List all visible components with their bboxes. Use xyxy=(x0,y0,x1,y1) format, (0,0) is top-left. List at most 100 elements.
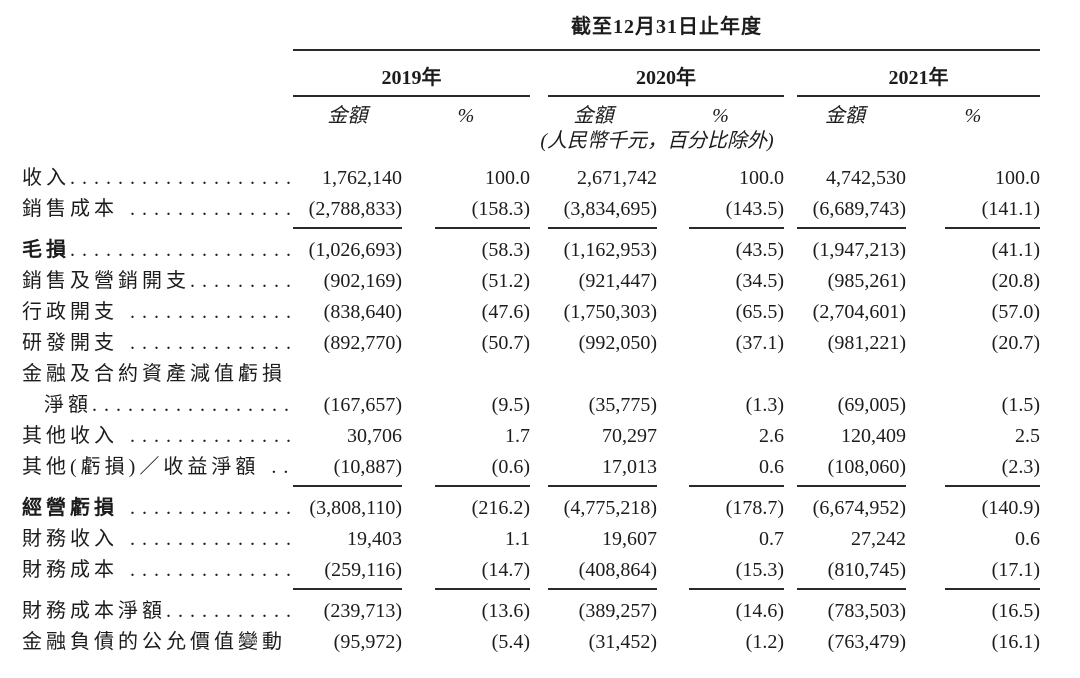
row-label-text: 研發開支 xyxy=(22,332,118,354)
table-row: 其他收入 ............... 30,706 1.7 70,297 2.6 12… xyxy=(22,421,1080,452)
amount-2020-cell xyxy=(530,359,657,390)
amount-2021-cell: (2,704,601) xyxy=(812,301,906,323)
amount-2019-cell: 30,706 xyxy=(347,425,402,447)
pct-2020-cell: 2.6 xyxy=(759,425,784,447)
leader-dots: .. xyxy=(259,456,293,478)
table-row: 研發開支 ............... (892,770) (50.7) (992,… xyxy=(22,328,1080,359)
amount-2021-cell: 27,242 xyxy=(851,528,906,550)
row-label-text: 經營虧損 xyxy=(22,497,118,519)
amount-2020-cell: (3,834,695) xyxy=(530,194,657,235)
amount-2021-cell: (69,005) xyxy=(837,394,906,416)
amount-2020-cell: (389,257) xyxy=(578,600,657,622)
pct-2021-cell: (141.1) xyxy=(906,194,1040,235)
pct-2020-cell: (14.6) xyxy=(735,600,784,622)
pct-2021-cell: (41.1) xyxy=(991,239,1040,261)
pct-2021-cell: (20.8) xyxy=(991,270,1040,292)
amount-2021-cell: (981,221) xyxy=(827,332,906,354)
pct-2019-cell: (14.7) xyxy=(402,555,530,596)
amount-2019-cell: 19,403 xyxy=(347,528,402,550)
income-statement-table: 截至12月31日止年度 2019年 2020年 2021年 金額 % 金額 % … xyxy=(22,16,1080,658)
leader-dots: ............... xyxy=(118,332,293,354)
leader-dots: ................... xyxy=(70,167,293,189)
pct-2019-cell: (0.6) xyxy=(402,452,530,493)
table-body: 收入................... 1,762,140 100.0 2,671… xyxy=(22,163,1080,658)
leader-dots: ............... xyxy=(118,301,293,323)
pct-2020-cell: (65.5) xyxy=(735,301,784,323)
table-row: 金融負債的公允價值變動 (95,972) (5.4) (31,452) (1.2) (76… xyxy=(22,627,1080,658)
amount-2020-cell: (31,452) xyxy=(588,631,657,653)
amount-2019-cell: 1,762,140 xyxy=(322,167,402,189)
year-header-2020: 2020年 xyxy=(530,54,784,97)
row-label-text: 財務成本淨額 xyxy=(22,600,166,622)
pct-label-2020: % xyxy=(712,105,729,127)
row-label-text: 銷售及營銷開支 xyxy=(22,270,190,292)
table-row: 其他(虧損)／收益淨額 .. (10,887) (0.6) 17,013 0.6 (108… xyxy=(22,452,1080,493)
amount-2020-cell: (1,750,303) xyxy=(563,301,657,323)
pct-2020-cell: 0.6 xyxy=(657,452,784,493)
amount-2019-cell: (3,808,110) xyxy=(309,497,402,519)
pct-2019-cell: (216.2) xyxy=(471,497,530,519)
amount-2019-cell xyxy=(293,359,402,390)
amount-label-2019: 金額 xyxy=(327,105,368,127)
leader-dots: .................. xyxy=(92,394,293,416)
amount-2021-cell: (6,689,743) xyxy=(784,194,906,235)
amount-2020-cell: (992,050) xyxy=(578,332,657,354)
row-label: 研發開支 ............... xyxy=(22,328,293,359)
amount-2019-cell: (902,169) xyxy=(323,270,402,292)
table-row: 收入................... 1,762,140 100.0 2,671… xyxy=(22,163,1080,194)
leader-dots: ............... xyxy=(118,425,293,447)
amount-2020-cell: 19,607 xyxy=(602,528,657,550)
pct-2021-cell: (1.5) xyxy=(1001,394,1040,416)
amount-2021-cell: (810,745) xyxy=(784,555,906,596)
table-row: 金融及合約資產減值虧損 xyxy=(22,359,1080,390)
pct-2019-cell: 1.1 xyxy=(505,528,530,550)
amount-2021-cell: (783,503) xyxy=(827,600,906,622)
pct-2019-cell: 1.7 xyxy=(505,425,530,447)
pct-2019-cell xyxy=(402,359,530,390)
row-label: 淨額.................. xyxy=(22,390,293,421)
leader-dots: .............. xyxy=(118,497,293,519)
pct-2020-cell: 100.0 xyxy=(739,167,784,189)
row-label: 財務收入 ............... xyxy=(22,524,293,555)
pct-2021-cell: (20.7) xyxy=(991,332,1040,354)
pct-2021-cell: (16.5) xyxy=(991,600,1040,622)
row-label: 銷售及營銷開支......... xyxy=(22,266,293,297)
amount-2021-cell: 120,409 xyxy=(841,425,906,447)
table-row: 經營虧損 .............. (3,808,110) (216.2) (4,… xyxy=(22,493,1080,524)
leader-dots: ................... xyxy=(70,239,293,261)
amount-2020-cell: (921,447) xyxy=(578,270,657,292)
pct-2021-cell: 0.6 xyxy=(1015,528,1040,550)
table-row: 毛損................... (1,026,693) (58.3) (1… xyxy=(22,235,1080,266)
amount-2021-cell: (6,674,952) xyxy=(812,497,906,519)
row-label: 其他(虧損)／收益淨額 .. xyxy=(22,452,293,493)
table-row: 財務收入 ............... 19,403 1.1 19,607 0.7 27… xyxy=(22,524,1080,555)
amount-2020-cell: 2,671,742 xyxy=(577,167,657,189)
row-label-text: 其他收入 xyxy=(22,425,118,447)
row-label-text: 淨額 xyxy=(44,394,92,416)
row-label: 財務成本淨額........... xyxy=(22,596,293,627)
pct-2020-cell: (178.7) xyxy=(725,497,784,519)
amount-2020-cell: 70,297 xyxy=(602,425,657,447)
leader-dots: ............... xyxy=(118,198,293,220)
unit-note: (人民幣千元，百分比除外) xyxy=(540,130,774,152)
table-row: 銷售及營銷開支......... (902,169) (51.2) (921,447)… xyxy=(22,266,1080,297)
row-label: 行政開支 ............... xyxy=(22,297,293,328)
row-label: 財務成本 ............... xyxy=(22,555,293,596)
pct-2019-cell: (5.4) xyxy=(491,631,530,653)
pct-2019-cell: (58.3) xyxy=(481,239,530,261)
amount-2019-cell: (2,788,833) xyxy=(293,194,402,235)
amount-2019-cell: (239,713) xyxy=(323,600,402,622)
amount-2020-cell: (408,864) xyxy=(530,555,657,596)
row-label: 金融及合約資產減值虧損 xyxy=(22,359,293,390)
pct-2019-cell: (9.5) xyxy=(491,394,530,416)
pct-2021-cell: (57.0) xyxy=(991,301,1040,323)
pct-2020-cell: 0.7 xyxy=(759,528,784,550)
amount-2021-cell: (1,947,213) xyxy=(812,239,906,261)
pct-2019-cell: (158.3) xyxy=(402,194,530,235)
leader-dots: ............... xyxy=(118,528,293,550)
pct-2020-cell: (1.2) xyxy=(745,631,784,653)
pct-2020-cell: (1.3) xyxy=(745,394,784,416)
table-row: 行政開支 ............... (838,640) (47.6) (1,75… xyxy=(22,297,1080,328)
pct-2020-cell xyxy=(657,359,784,390)
amount-2021-cell: (763,479) xyxy=(827,631,906,653)
